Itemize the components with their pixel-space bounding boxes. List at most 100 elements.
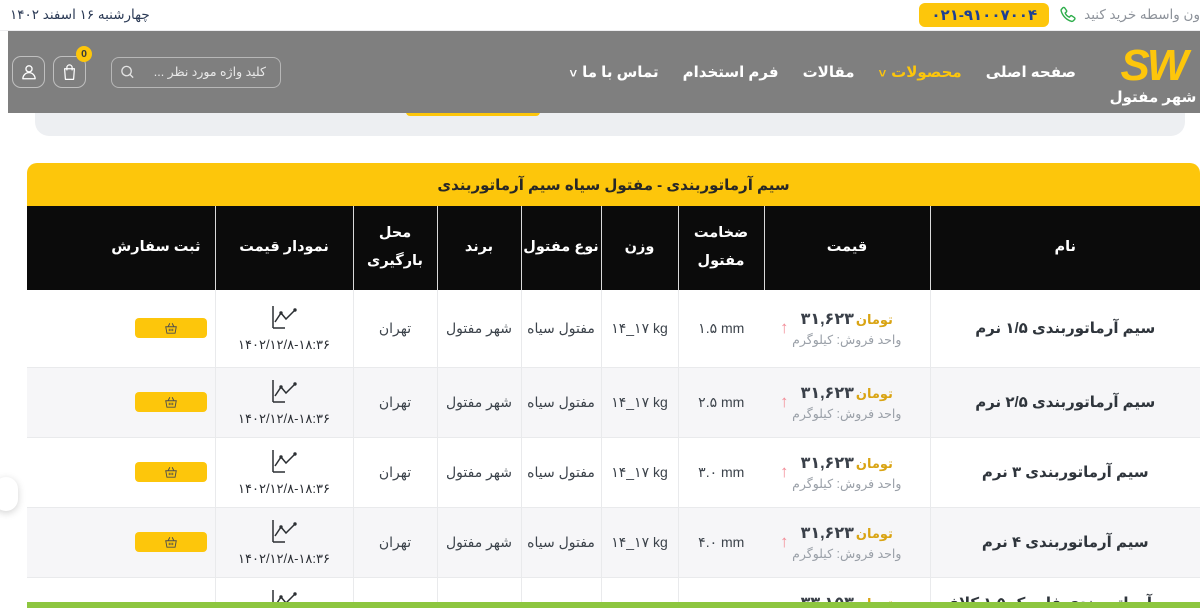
- col-header-weight: وزن: [601, 206, 679, 290]
- add-to-basket-button[interactable]: [134, 462, 207, 482]
- chart-date: ۱۴۰۲/۱۲/۸-۱۸:۳۶: [238, 336, 330, 352]
- weight: ۱۴_۱۷ kg: [600, 437, 678, 508]
- brand: شهر مفتول: [437, 437, 522, 508]
- brand: شهر مفتول: [437, 290, 522, 368]
- search-icon: [120, 65, 135, 80]
- price-chart-icon[interactable]: [267, 518, 301, 548]
- table-title-bar: سیم آرماتوربندی - مفتول سیاه سیم آرماتور…: [27, 163, 1200, 206]
- price-value: ۳۱,۶۲۳: [800, 455, 854, 472]
- product-name: سیم آرماتوربندی ۱/۵ نرم: [930, 290, 1200, 368]
- add-to-basket-button[interactable]: [134, 392, 207, 412]
- loading-location: تهران: [353, 290, 438, 368]
- chart-date: ۱۴۰۲/۱۲/۸-۱۸:۳۶: [238, 410, 330, 426]
- order-cell: [27, 437, 216, 508]
- thickness: ۳.۰ mm: [677, 437, 764, 508]
- price-value: ۳۱,۶۲۳: [800, 311, 854, 329]
- col-header-brand: برند: [437, 206, 522, 290]
- col-header-name: نام: [930, 206, 1200, 290]
- add-to-basket-button[interactable]: [134, 532, 207, 552]
- product-price-cell: ۳۱,۶۲۳ تومان واحد فروش: کیلوگرم ↑: [764, 507, 931, 578]
- topbar: ون واسطه خرید کنید ۰۲۱-۹۱۰۰۷۰۰۴ چهارشنبه…: [0, 0, 1200, 31]
- phone-number-badge[interactable]: ۰۲۱-۹۱۰۰۷۰۰۴: [919, 3, 1050, 27]
- price-unit: واحد فروش: کیلوگرم: [792, 407, 902, 421]
- weight: ۱۴_۱۷ kg: [600, 290, 678, 368]
- product-price-cell: ۳۱,۶۲۳ تومان واحد فروش: کیلوگرم ↑: [764, 367, 931, 438]
- main-navbar: SW شهر مفتول صفحه اصلی محصولات ˅ مقالات …: [8, 31, 1200, 113]
- order-cell: [27, 367, 216, 438]
- table-row: سیم آرماتوربندی ۲/۵ نرم ۳۱,۶۲۳ تومان واحد…: [27, 367, 1200, 438]
- weight: ۱۴_۱۷ kg: [600, 507, 678, 578]
- table-header-row: نام قیمت ضخامت مفتول وزن نوع مفتول برند …: [27, 206, 1200, 290]
- col-header-order: ثبت سفارش: [27, 206, 216, 290]
- col-header-price: قیمت: [764, 206, 931, 290]
- nav-menu: صفحه اصلی محصولات ˅ مقالات فرم استخدام ت…: [570, 63, 1077, 81]
- product-table-block: سیم آرماتوربندی - مفتول سیاه سیم آرماتور…: [27, 163, 1200, 613]
- table-title: سیم آرماتوربندی - مفتول سیاه سیم آرماتور…: [437, 176, 790, 194]
- col-header-thickness: ضخامت مفتول: [678, 206, 765, 290]
- brand: شهر مفتول: [437, 507, 522, 578]
- table-row: سیم آرماتوربندی ۱/۵ نرم ۳۱,۶۲۳ تومان واحد…: [27, 290, 1200, 368]
- nav-item-home[interactable]: صفحه اصلی: [985, 64, 1076, 81]
- section-divider-green-bar: [27, 602, 1200, 608]
- phone-note: ون واسطه خرید کنید: [1084, 7, 1200, 22]
- thickness: ۴.۰ mm: [677, 507, 764, 578]
- table-row: سیم آرماتوربندی ۳ نرم ۳۱,۶۲۳ تومان واحد ف…: [27, 437, 1200, 508]
- col-header-type: نوع مفتول: [521, 206, 602, 290]
- toman-label: تومان: [855, 526, 893, 541]
- nav-item-contact[interactable]: تماس با ما ˅: [569, 64, 659, 81]
- order-cell: [27, 507, 216, 578]
- nav-item-products[interactable]: محصولات ˅: [878, 64, 962, 81]
- price-unit: واحد فروش: کیلوگرم: [792, 547, 902, 561]
- product-price-cell: ۳۱,۶۲۳ تومان واحد فروش: کیلوگرم ↑: [764, 437, 931, 508]
- price-up-arrow-icon: ↑: [780, 532, 789, 551]
- thickness: ۱.۵ mm: [677, 290, 764, 368]
- nav-item-employment-form[interactable]: فرم استخدام: [682, 64, 779, 81]
- table-row: سیم آرماتوربندی ۴ نرم ۳۱,۶۲۳ تومان واحد ف…: [27, 507, 1200, 578]
- toman-label: تومان: [855, 312, 893, 328]
- search-input[interactable]: [111, 56, 281, 88]
- price-chart-icon[interactable]: [267, 448, 301, 478]
- wire-type: مفتول سیاه: [521, 290, 602, 368]
- price-chart-cell: ۱۴۰۲/۱۲/۸-۱۸:۳۶: [215, 437, 354, 508]
- weight: ۱۴_۱۷ kg: [600, 367, 678, 438]
- logo-script: شهر مفتول: [1109, 88, 1197, 106]
- account-button[interactable]: [12, 56, 45, 88]
- thickness: ۲.۵ mm: [677, 367, 764, 438]
- price-chart-cell: ۱۴۰۲/۱۲/۸-۱۸:۳۶: [215, 507, 354, 578]
- cart-count-badge: 0: [76, 46, 92, 62]
- add-to-basket-button[interactable]: [134, 318, 207, 339]
- price-up-arrow-icon: ↑: [780, 392, 789, 411]
- nav-item-articles[interactable]: مقالات: [802, 64, 855, 81]
- phone-group: ون واسطه خرید کنید ۰۲۱-۹۱۰۰۷۰۰۴: [919, 3, 1200, 27]
- price-chart-icon[interactable]: [267, 304, 301, 334]
- price-value: ۳۱,۶۲۳: [800, 525, 854, 542]
- chart-date: ۱۴۰۲/۱۲/۸-۱۸:۳۶: [238, 480, 330, 496]
- product-price-cell: ۳۱,۶۲۳ تومان واحد فروش: کیلوگرم ↑: [764, 290, 931, 368]
- loading-location: تهران: [353, 507, 438, 578]
- wire-type: مفتول سیاه: [521, 367, 602, 438]
- loading-location: تهران: [353, 437, 438, 508]
- phone-icon: [1057, 6, 1076, 25]
- price-up-arrow-icon: ↑: [780, 318, 789, 338]
- price-value: ۳۱,۶۲۳: [800, 385, 854, 402]
- site-logo[interactable]: SW شهر مفتول: [1092, 40, 1200, 105]
- toman-label: تومان: [855, 386, 893, 401]
- wire-type: مفتول سیاه: [521, 507, 602, 578]
- product-name: سیم آرماتوربندی ۳ نرم: [930, 437, 1200, 508]
- chevron-down-icon: ˅: [569, 65, 578, 81]
- cart-button[interactable]: 0: [53, 46, 92, 88]
- bottom-mask: [0, 608, 1200, 613]
- wire-type: مفتول سیاه: [521, 437, 602, 508]
- date-label: چهارشنبه ۱۶ اسفند ۱۴۰۲: [10, 7, 150, 22]
- toman-label: تومان: [855, 456, 893, 471]
- product-name: سیم آرماتوربندی ۲/۵ نرم: [930, 367, 1200, 438]
- price-table: نام قیمت ضخامت مفتول وزن نوع مفتول برند …: [27, 206, 1200, 613]
- support-widget[interactable]: [0, 477, 18, 511]
- price-chart-icon[interactable]: [267, 378, 301, 408]
- price-unit: واحد فروش: کیلوگرم: [792, 477, 902, 491]
- price-chart-cell: ۱۴۰۲/۱۲/۸-۱۸:۳۶: [215, 290, 354, 368]
- order-cell: [27, 290, 216, 368]
- chevron-down-icon: ˅: [878, 65, 887, 81]
- search-wrap: [111, 56, 281, 88]
